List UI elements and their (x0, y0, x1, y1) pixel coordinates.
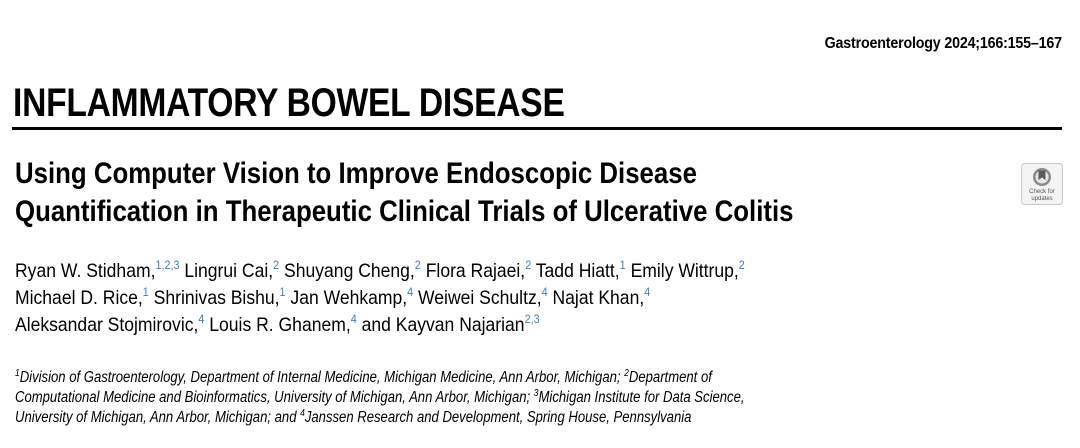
author-affiliation-ref[interactable]: 2 (273, 258, 280, 272)
author-affiliation-ref[interactable]: 4 (407, 285, 414, 299)
author-name[interactable]: Weiwei Schultz, (418, 287, 542, 309)
affiliation-text: University of Michigan, Ann Arbor, Michi… (15, 409, 301, 426)
journal-citation: Gastroenterology 2024;166:155–167 (824, 35, 1062, 52)
author-name[interactable]: Najat Khan, (552, 287, 645, 309)
author-name[interactable]: Lingrui Cai, (184, 260, 274, 282)
affiliations: 1Division of Gastroenterology, Departmen… (15, 368, 1071, 428)
author-row: Michael D. Rice,1 Shrinivas Bishu,1 Jan … (15, 285, 1080, 312)
author-affiliation-ref[interactable]: 1,2,3 (155, 258, 180, 272)
affiliation-number: 2 (624, 368, 629, 379)
check-for-updates-icon (1033, 168, 1051, 186)
affiliation-number: 3 (533, 388, 539, 399)
author-name[interactable]: Michael D. Rice, (15, 287, 143, 309)
author-name[interactable]: and Kayvan Najarian (361, 314, 525, 336)
author-affiliation-ref[interactable]: 4 (198, 312, 205, 326)
section-heading: INFLAMMATORY BOWEL DISEASE (13, 81, 565, 125)
affiliation-text: Division of Gastroenterology, Department… (19, 369, 625, 386)
affiliation-text: Michigan Institute for Data Science, (538, 389, 745, 406)
check-for-updates-label: Check for updates (1029, 189, 1055, 202)
author-name[interactable]: Jan Wehkamp, (290, 287, 408, 309)
author-row: Aleksandar Stojmirovic,4 Louis R. Ghanem… (15, 312, 1080, 339)
author-affiliation-ref[interactable]: 2 (414, 258, 421, 272)
section-divider (12, 127, 1062, 130)
author-name[interactable]: Flora Rajaei, (425, 260, 526, 282)
author-name[interactable]: Shuyang Cheng, (284, 260, 415, 282)
affiliation-text: Janssen Research and Development, Spring… (304, 409, 692, 426)
author-name[interactable]: Tadd Hiatt, (535, 260, 620, 282)
affiliation-line: 1Division of Gastroenterology, Departmen… (15, 368, 1071, 388)
author-name[interactable]: Aleksandar Stojmirovic, (15, 314, 199, 336)
author-affiliation-ref[interactable]: 1 (279, 285, 286, 299)
author-name[interactable]: Shrinivas Bishu, (153, 287, 280, 309)
author-list: Ryan W. Stidham,1,2,3 Lingrui Cai,2 Shuy… (15, 258, 1080, 339)
author-affiliation-ref[interactable]: 2 (738, 258, 745, 272)
article-title: Using Computer Vision to Improve Endosco… (15, 155, 793, 231)
affiliation-line: University of Michigan, Ann Arbor, Michi… (15, 408, 1071, 428)
affiliation-text: Department of (628, 369, 712, 386)
author-name[interactable]: Ryan W. Stidham, (15, 260, 156, 282)
affiliation-text: Computational Medicine and Bioinformatic… (15, 389, 534, 406)
author-row: Ryan W. Stidham,1,2,3 Lingrui Cai,2 Shuy… (15, 258, 1080, 285)
author-affiliation-ref[interactable]: 4 (350, 312, 357, 326)
affiliation-number: 1 (15, 368, 20, 379)
affiliation-number: 4 (300, 408, 305, 419)
author-name[interactable]: Louis R. Ghanem, (209, 314, 351, 336)
article-title-line-1: Using Computer Vision to Improve Endosco… (15, 157, 697, 190)
affiliation-line: Computational Medicine and Bioinformatic… (15, 388, 1071, 408)
author-name[interactable]: Emily Wittrup, (630, 260, 739, 282)
author-affiliation-ref[interactable]: 1 (619, 258, 626, 272)
author-affiliation-ref[interactable]: 2 (525, 258, 532, 272)
author-affiliation-ref[interactable]: 2,3 (524, 312, 540, 326)
author-affiliation-ref[interactable]: 1 (142, 285, 149, 299)
author-affiliation-ref[interactable]: 4 (541, 285, 548, 299)
article-title-line-2: Quantification in Therapeutic Clinical T… (15, 195, 794, 228)
check-for-updates-button[interactable]: Check for updates (1021, 163, 1063, 205)
author-affiliation-ref[interactable]: 4 (644, 285, 651, 299)
